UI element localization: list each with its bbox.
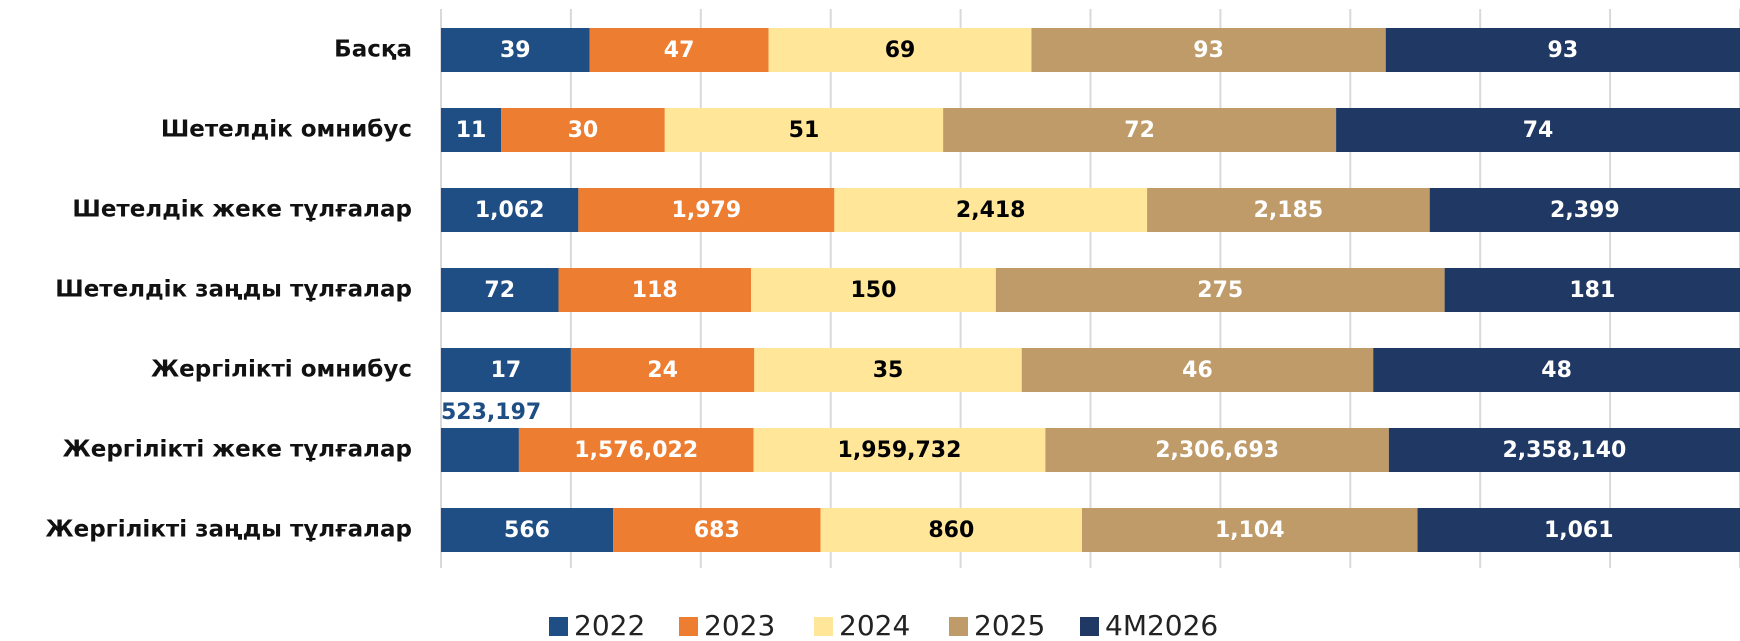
value-label: 1,062 — [475, 198, 545, 223]
bar-segment — [441, 428, 519, 472]
value-label: 72 — [1124, 118, 1155, 143]
legend-label: 2024 — [839, 609, 910, 641]
legend-swatch — [814, 617, 833, 636]
legend-label: 2023 — [704, 609, 775, 641]
value-label: 118 — [632, 278, 678, 303]
value-label: 72 — [484, 278, 515, 303]
bar-segment — [589, 28, 769, 72]
bar-segment — [1081, 508, 1418, 552]
bar-segment — [578, 188, 835, 232]
bar-segment — [754, 348, 1022, 392]
legend-swatch — [679, 617, 698, 636]
category-label: Шетелдік жеке тұлғалар — [72, 197, 412, 223]
bar-segment — [501, 108, 665, 152]
value-label: 1,576,022 — [574, 438, 698, 463]
value-label: 24 — [647, 358, 678, 383]
value-label: 181 — [1569, 278, 1615, 303]
bar-segment — [1045, 428, 1389, 472]
category-label: Жергілікті заңды тұлғалар — [45, 517, 412, 543]
bar-segment — [943, 108, 1337, 152]
value-label: 51 — [789, 118, 820, 143]
bar-segment — [1336, 108, 1740, 152]
value-label: 566 — [504, 518, 550, 543]
bar-segment — [441, 268, 559, 312]
value-label: 74 — [1523, 118, 1554, 143]
bar-segment — [441, 28, 590, 72]
value-label: 30 — [568, 118, 599, 143]
value-label: 69 — [885, 38, 916, 63]
value-label: 2,418 — [956, 198, 1026, 223]
value-label: 2,358,140 — [1502, 438, 1626, 463]
value-label: 150 — [850, 278, 896, 303]
category-label: Шетелдік заңды тұлғалар — [55, 277, 412, 303]
bar-segment — [1444, 268, 1740, 312]
bar-segment — [820, 508, 1082, 552]
bar-segment — [1021, 348, 1374, 392]
value-label: 48 — [1541, 358, 1572, 383]
value-label: 683 — [694, 518, 740, 543]
value-label: 2,399 — [1550, 198, 1620, 223]
legend-label: 2025 — [974, 609, 1045, 641]
value-label: 275 — [1197, 278, 1243, 303]
value-label: 11 — [456, 118, 487, 143]
bar-segment — [441, 188, 579, 232]
bar-segment — [753, 428, 1046, 472]
value-label: 93 — [1193, 38, 1224, 63]
bar-segment — [518, 428, 754, 472]
bar-segment — [664, 108, 944, 152]
bar-segment — [441, 108, 502, 152]
value-label: 93 — [1548, 38, 1579, 63]
bar-segment — [558, 268, 752, 312]
value-label: 1,959,732 — [838, 438, 962, 463]
category-label: Жергілікті жеке тұлғалар — [63, 437, 412, 463]
bar-segment — [441, 508, 614, 552]
value-label: 39 — [500, 38, 531, 63]
value-label: 1,979 — [672, 198, 742, 223]
bar-segment — [1388, 428, 1740, 472]
bar-segment — [570, 348, 755, 392]
value-label: 2,306,693 — [1155, 438, 1279, 463]
category-label: Жергілікті омнибус — [151, 357, 412, 383]
value-label: 860 — [928, 518, 974, 543]
value-label: 47 — [664, 38, 695, 63]
category-label: Шетелдік омнибус — [161, 117, 412, 143]
value-label: 523,197 — [441, 400, 541, 425]
bar-segment — [1147, 188, 1430, 232]
legend-swatch — [549, 617, 568, 636]
bar-segment — [834, 188, 1148, 232]
bar-segment — [613, 508, 821, 552]
value-label: 1,104 — [1215, 518, 1285, 543]
legend-swatch — [949, 617, 968, 636]
value-label: 35 — [873, 358, 904, 383]
category-label: Басқа — [334, 37, 412, 63]
legend-swatch — [1080, 617, 1099, 636]
value-label: 17 — [491, 358, 522, 383]
bar-segment — [1373, 348, 1740, 392]
bar-segment — [768, 28, 1032, 72]
bar-segment — [1031, 28, 1386, 72]
value-label: 1,061 — [1544, 518, 1614, 543]
bar-segment — [1429, 188, 1740, 232]
bar-segment — [751, 268, 996, 312]
bar-segment — [1417, 508, 1740, 552]
bar-segment — [995, 268, 1445, 312]
bar-segment — [1385, 28, 1740, 72]
legend-label: 2022 — [574, 609, 645, 641]
value-label: 2,185 — [1254, 198, 1324, 223]
legend-label: 4M2026 — [1105, 609, 1218, 641]
value-label: 46 — [1182, 358, 1213, 383]
bar-segment — [441, 348, 571, 392]
